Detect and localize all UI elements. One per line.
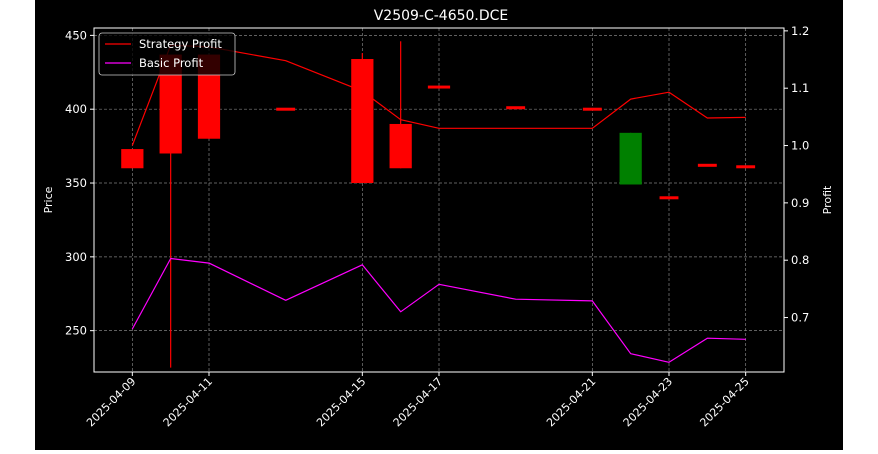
left-tick-label: 400 xyxy=(65,102,87,116)
x-tick-label: 2025-04-17 xyxy=(391,375,445,429)
grid-lines xyxy=(94,28,784,372)
chart-svg: V2509-C-4650.DCE 2025-04-09 2025-04-11 202… xyxy=(42,8,834,429)
candle-body xyxy=(736,165,756,169)
left-tick-label: 250 xyxy=(65,324,87,338)
chart-figure: V2509-C-4650.DCE 2025-04-09 2025-04-11 202… xyxy=(35,0,843,450)
left-tick-label: 350 xyxy=(65,176,87,190)
x-tick-label: 2025-04-09 xyxy=(84,375,138,429)
legend-label-basic: Basic Profit xyxy=(139,56,204,70)
right-tick-label: 0.9 xyxy=(791,196,809,210)
legend: Strategy Profit Basic Profit xyxy=(98,32,236,76)
right-tick-label: 0.7 xyxy=(791,311,809,325)
basic-profit-line xyxy=(131,257,746,363)
candle-body xyxy=(276,107,296,111)
left-tick-label: 450 xyxy=(65,28,87,42)
legend-label-strategy: Strategy Profit xyxy=(139,37,222,51)
right-axis-label: Profit xyxy=(821,185,834,214)
x-tick-label: 2025-04-15 xyxy=(314,375,368,429)
x-axis-ticks: 2025-04-09 2025-04-11 2025-04-15 2025-04-17… xyxy=(84,372,752,429)
right-tick-label: 0.8 xyxy=(791,253,809,267)
x-tick-label: 2025-04-23 xyxy=(621,375,675,429)
candle-body xyxy=(619,132,642,185)
right-tick-label: 1.1 xyxy=(791,81,809,95)
x-tick-label: 2025-04-11 xyxy=(161,375,215,429)
candle-body xyxy=(427,85,451,89)
left-axis-ticks: 250 300 350 400 450 xyxy=(65,28,94,338)
chart-title: V2509-C-4650.DCE xyxy=(374,8,509,24)
right-axis-ticks: 0.7 0.8 0.9 1.0 1.1 1.2 xyxy=(784,24,809,325)
candle-body xyxy=(659,196,679,200)
candle-body xyxy=(582,107,602,111)
candle-body xyxy=(121,149,144,169)
candle-body xyxy=(389,123,412,169)
legend-box xyxy=(98,32,236,76)
left-axis-label: Price xyxy=(42,186,55,213)
candlesticks xyxy=(121,41,756,368)
right-tick-label: 1.2 xyxy=(791,24,809,38)
candle-body xyxy=(351,59,374,184)
right-tick-label: 1.0 xyxy=(791,139,809,153)
x-tick-label: 2025-04-21 xyxy=(544,375,598,429)
candle-body xyxy=(197,54,221,139)
x-tick-label: 2025-04-25 xyxy=(697,375,751,429)
left-tick-label: 300 xyxy=(65,250,87,264)
candle-body xyxy=(506,106,526,110)
candle-body xyxy=(159,54,182,154)
candle-body xyxy=(697,163,717,167)
